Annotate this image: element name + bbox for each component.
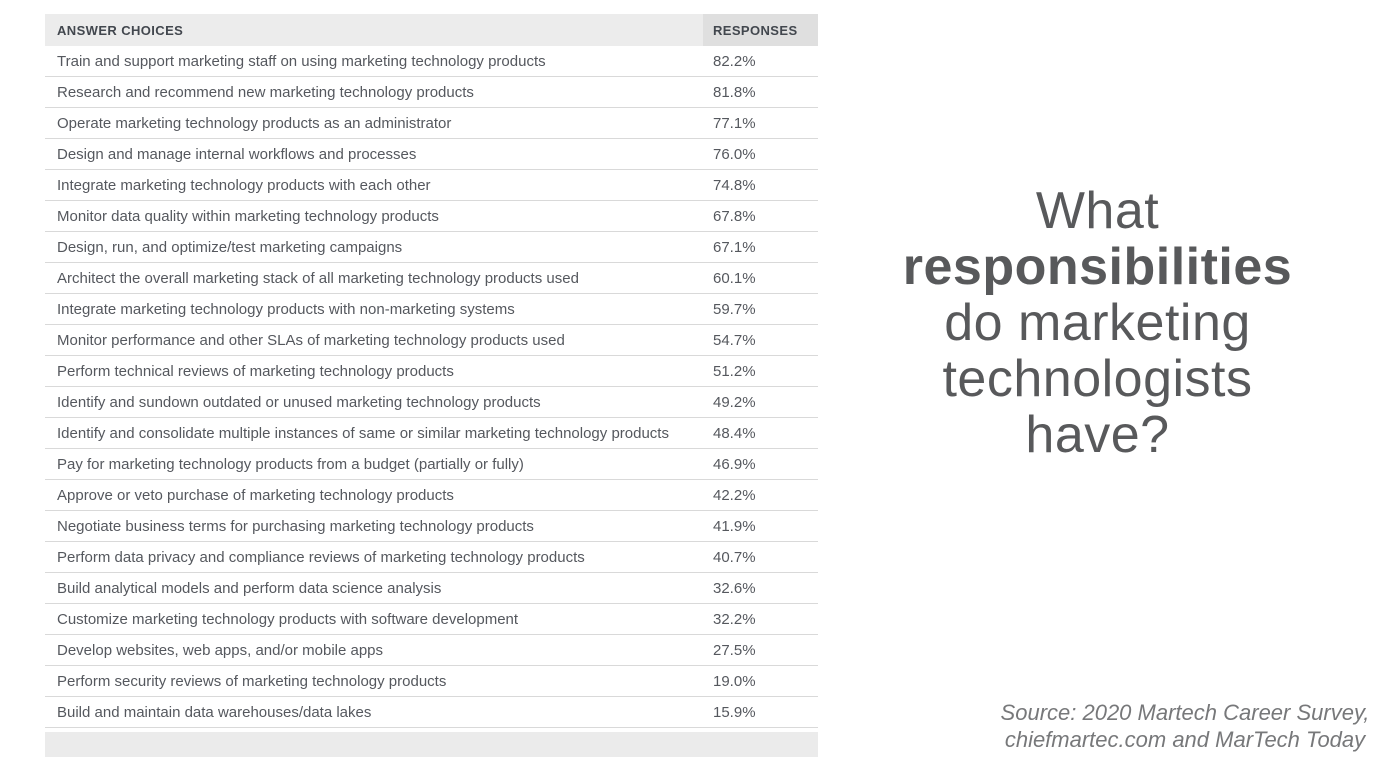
response-cell: 59.7% bbox=[713, 300, 756, 318]
response-cell: 82.2% bbox=[713, 52, 756, 70]
table-footer-bar bbox=[45, 732, 818, 757]
answer-choice-cell: Pay for marketing technology products fr… bbox=[57, 455, 524, 473]
title-line: have? bbox=[1025, 406, 1170, 464]
response-cell: 19.0% bbox=[713, 672, 756, 690]
table-row: Monitor data quality within marketing te… bbox=[45, 201, 818, 232]
table-row: Pay for marketing technology products fr… bbox=[45, 449, 818, 480]
answer-choice-cell: Build analytical models and perform data… bbox=[57, 579, 442, 597]
table-row: Design, run, and optimize/test marketing… bbox=[45, 232, 818, 263]
table-body: Train and support marketing staff on usi… bbox=[45, 46, 818, 728]
response-cell: 46.9% bbox=[713, 455, 756, 473]
title-line: What bbox=[1035, 182, 1160, 240]
table-row: Design and manage internal workflows and… bbox=[45, 139, 818, 170]
answer-choice-cell: Monitor performance and other SLAs of ma… bbox=[57, 331, 565, 349]
table-row: Research and recommend new marketing tec… bbox=[45, 77, 818, 108]
response-cell: 67.8% bbox=[713, 207, 756, 225]
table-row: Integrate marketing technology products … bbox=[45, 294, 818, 325]
answer-choice-cell: Build and maintain data warehouses/data … bbox=[57, 703, 372, 721]
response-cell: 60.1% bbox=[713, 269, 756, 287]
table-row: Identify and consolidate multiple instan… bbox=[45, 418, 818, 449]
table-row: Approve or veto purchase of marketing te… bbox=[45, 480, 818, 511]
table-row: Perform security reviews of marketing te… bbox=[45, 666, 818, 697]
title-line: do marketing bbox=[944, 294, 1251, 352]
table-row: Architect the overall marketing stack of… bbox=[45, 263, 818, 294]
response-cell: 54.7% bbox=[713, 331, 756, 349]
answer-choice-cell: Architect the overall marketing stack of… bbox=[57, 269, 579, 287]
response-cell: 76.0% bbox=[713, 145, 756, 163]
response-cell: 40.7% bbox=[713, 548, 756, 566]
answer-choice-cell: Operate marketing technology products as… bbox=[57, 114, 452, 132]
response-cell: 32.2% bbox=[713, 610, 756, 628]
table-row: Customize marketing technology products … bbox=[45, 604, 818, 635]
table-row: Build and maintain data warehouses/data … bbox=[45, 697, 818, 728]
table-row: Integrate marketing technology products … bbox=[45, 170, 818, 201]
response-cell: 49.2% bbox=[713, 393, 756, 411]
response-cell: 27.5% bbox=[713, 641, 756, 659]
answer-choice-cell: Develop websites, web apps, and/or mobil… bbox=[57, 641, 384, 659]
response-cell: 48.4% bbox=[713, 424, 756, 442]
table-row: Monitor performance and other SLAs of ma… bbox=[45, 325, 818, 356]
response-cell: 15.9% bbox=[713, 703, 756, 721]
question-title: What responsibilities do marketing technolo… bbox=[865, 183, 1330, 463]
table-row: Train and support marketing staff on usi… bbox=[45, 46, 818, 77]
answer-choice-cell: Negotiate business terms for purchasing … bbox=[57, 517, 534, 535]
source-attribution: Source: 2020 Martech Career Survey, chie… bbox=[985, 699, 1375, 753]
answer-choice-cell: Design, run, and optimize/test marketing… bbox=[57, 238, 403, 256]
survey-results-table: ANSWER CHOICES RESPONSES Train and suppo… bbox=[45, 14, 818, 757]
response-cell: 77.1% bbox=[713, 114, 756, 132]
table-row: Identify and sundown outdated or unused … bbox=[45, 387, 818, 418]
response-cell: 67.1% bbox=[713, 238, 756, 256]
answer-choice-cell: Perform security reviews of marketing te… bbox=[57, 672, 447, 690]
table-header-row: ANSWER CHOICES RESPONSES bbox=[45, 14, 818, 46]
response-cell: 32.6% bbox=[713, 579, 756, 597]
response-cell: 51.2% bbox=[713, 362, 756, 380]
table-row: Operate marketing technology products as… bbox=[45, 108, 818, 139]
source-line: Source: 2020 Martech Career Survey, bbox=[1000, 700, 1370, 725]
column-header-responses: RESPONSES bbox=[703, 14, 818, 46]
answer-choice-cell: Perform technical reviews of marketing t… bbox=[57, 362, 454, 380]
answer-choice-cell: Train and support marketing staff on usi… bbox=[57, 52, 546, 70]
source-line: chiefmartec.com and MarTech Today bbox=[1004, 727, 1366, 752]
answer-choice-cell: Design and manage internal workflows and… bbox=[57, 145, 417, 163]
answer-choice-cell: Customize marketing technology products … bbox=[57, 610, 519, 628]
title-line: responsibilities bbox=[902, 238, 1293, 296]
response-cell: 41.9% bbox=[713, 517, 756, 535]
column-header-answer-choices: ANSWER CHOICES bbox=[45, 14, 703, 46]
answer-choice-cell: Integrate marketing technology products … bbox=[57, 176, 431, 194]
table-row: Perform data privacy and compliance revi… bbox=[45, 542, 818, 573]
answer-choice-cell: Identify and sundown outdated or unused … bbox=[57, 393, 541, 411]
answer-choice-cell: Approve or veto purchase of marketing te… bbox=[57, 486, 454, 504]
response-cell: 74.8% bbox=[713, 176, 756, 194]
table-row: Perform technical reviews of marketing t… bbox=[45, 356, 818, 387]
response-cell: 42.2% bbox=[713, 486, 756, 504]
answer-choice-cell: Perform data privacy and compliance revi… bbox=[57, 548, 585, 566]
table-row: Negotiate business terms for purchasing … bbox=[45, 511, 818, 542]
answer-choice-cell: Integrate marketing technology products … bbox=[57, 300, 515, 318]
response-cell: 81.8% bbox=[713, 83, 756, 101]
answer-choice-cell: Monitor data quality within marketing te… bbox=[57, 207, 439, 225]
answer-choice-cell: Identify and consolidate multiple instan… bbox=[57, 424, 669, 442]
title-line: technologists bbox=[942, 350, 1253, 408]
answer-choice-cell: Research and recommend new marketing tec… bbox=[57, 83, 474, 101]
table-row: Build analytical models and perform data… bbox=[45, 573, 818, 604]
table-row: Develop websites, web apps, and/or mobil… bbox=[45, 635, 818, 666]
